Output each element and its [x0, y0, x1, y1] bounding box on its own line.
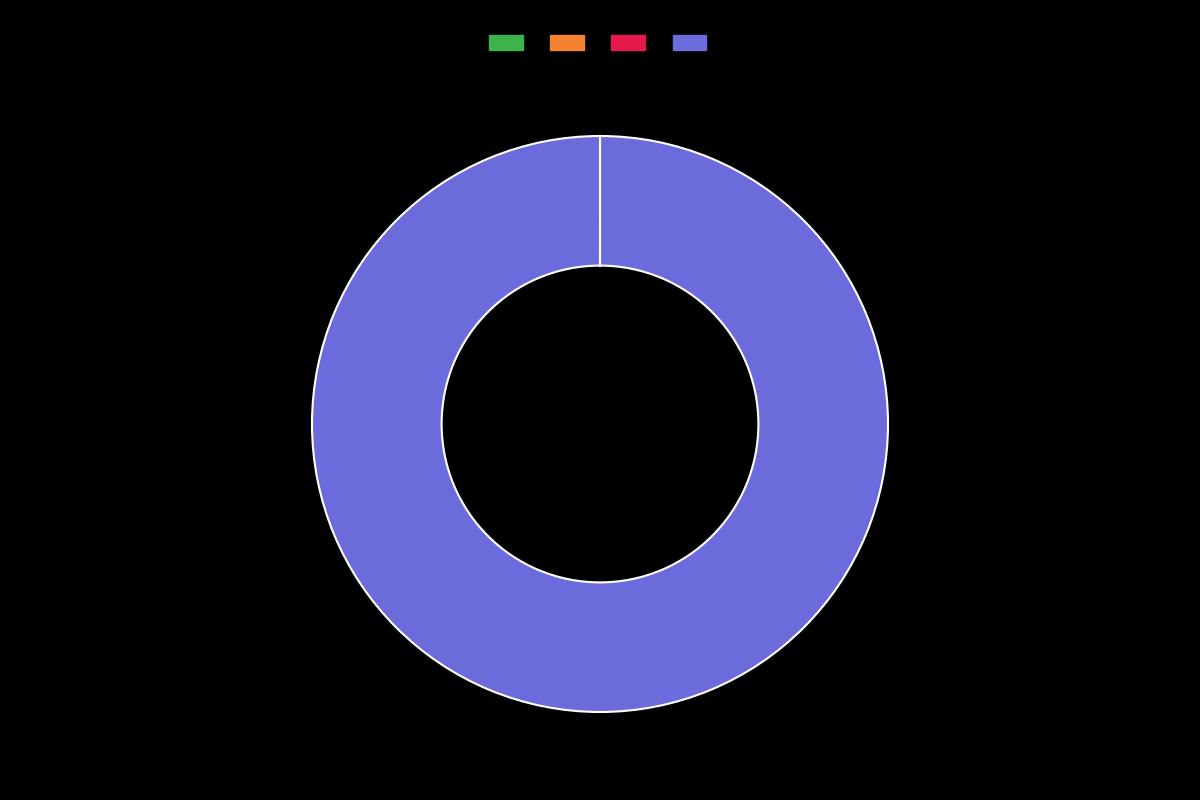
Legend: , , , : , , , [484, 29, 716, 57]
Wedge shape [312, 136, 888, 712]
